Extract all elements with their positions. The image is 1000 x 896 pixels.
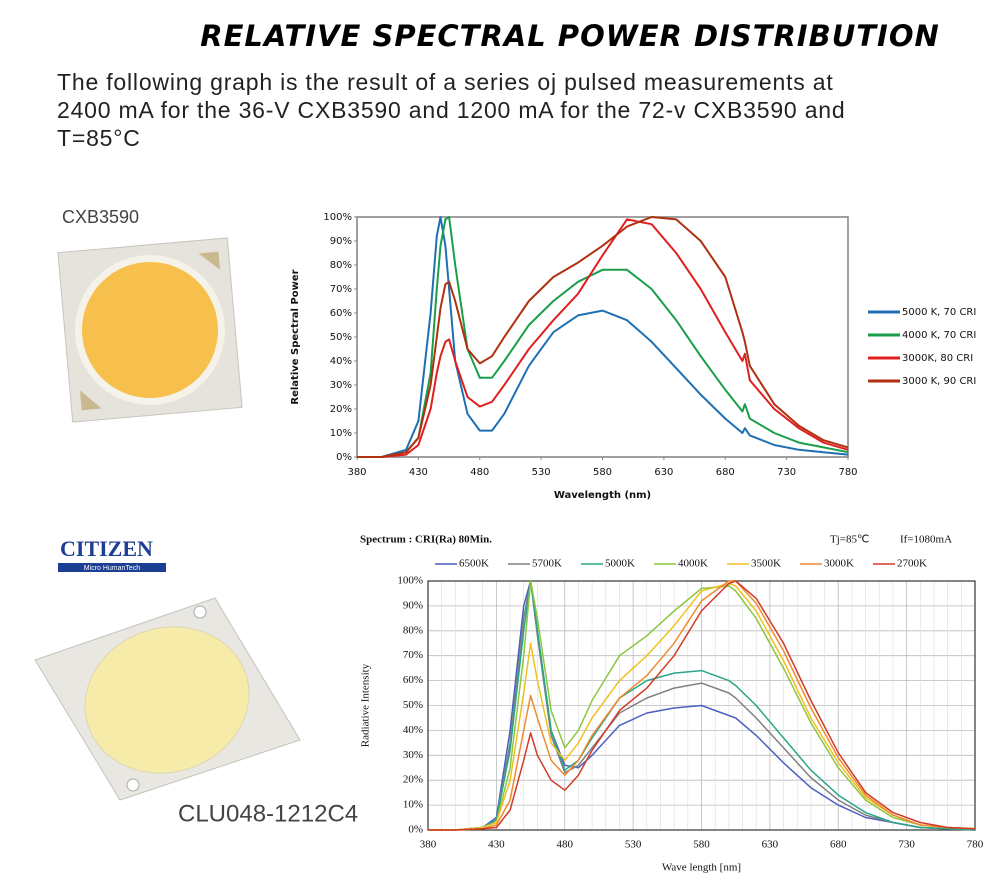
series-line [357, 216, 849, 458]
chart-title: Spectrum : CRI(Ra) 80Min. [360, 534, 492, 546]
series-line [357, 216, 849, 458]
y-tick-label: 10% [403, 799, 423, 811]
series-line [428, 580, 976, 831]
x-tick-label: 730 [898, 839, 915, 851]
x-axis-label: Wave length [nm] [662, 862, 741, 874]
description-line: 2400 mA for the 36-V CXB3590 and 1200 mA… [57, 97, 845, 123]
led-phosphor [82, 262, 218, 398]
x-tick-label: 480 [557, 839, 574, 851]
x-tick-label: 530 [532, 467, 551, 478]
product-label: CXB3590 [62, 207, 139, 227]
x-tick-label: 580 [593, 467, 612, 478]
y-tick-label: 60% [330, 308, 352, 319]
y-tick-label: 70% [403, 649, 423, 661]
y-tick-label: 0% [408, 824, 423, 836]
y-tick-label: 30% [403, 749, 423, 761]
brand-tagline: Micro HumanTech [84, 565, 141, 572]
series-line [428, 582, 976, 831]
legend-label: 3000K [824, 558, 854, 570]
series-line [428, 580, 976, 831]
annotation: Tj=85℃ [830, 534, 869, 546]
led-hole [193, 605, 207, 619]
series-line [428, 580, 976, 831]
x-tick-label: 630 [762, 839, 779, 851]
x-tick-label: 730 [777, 467, 796, 478]
series-line [428, 580, 976, 831]
y-tick-label: 40% [330, 356, 352, 367]
description-line: The following graph is the result of a s… [57, 69, 834, 95]
x-tick-label: 780 [967, 839, 984, 851]
legend-label: 4000 K, 70 CRI [902, 330, 976, 341]
x-tick-label: 680 [830, 839, 847, 851]
led-pad [79, 390, 102, 411]
x-tick-label: 480 [470, 467, 489, 478]
x-tick-label: 530 [625, 839, 642, 851]
series-line [428, 580, 976, 831]
brand-bar [58, 563, 166, 572]
x-axis-label: Wavelength (nm) [554, 490, 651, 501]
x-tick-label: 380 [420, 839, 437, 851]
brand: CITIZEN [60, 536, 153, 561]
led-pad [198, 251, 221, 270]
legend-label: 4000K [678, 558, 708, 570]
led-cxb [57, 237, 243, 423]
y-axis-label: Radiative Intensity [360, 663, 372, 747]
series-line [428, 580, 976, 831]
legend-label: 6500K [459, 558, 489, 570]
y-tick-label: 20% [403, 774, 423, 786]
y-tick-label: 90% [403, 599, 423, 611]
y-tick-label: 100% [323, 212, 352, 223]
x-tick-label: 580 [693, 839, 710, 851]
y-tick-label: 60% [403, 674, 423, 686]
legend-label: 3000K, 80 CRI [902, 353, 973, 364]
y-tick-label: 80% [330, 260, 352, 271]
y-tick-label: 40% [403, 724, 423, 736]
x-tick-label: 430 [409, 467, 428, 478]
x-tick-label: 680 [716, 467, 735, 478]
led-hole [126, 778, 140, 792]
y-tick-label: 10% [330, 428, 352, 439]
x-tick-label: 780 [838, 467, 857, 478]
product-label: CLU048-1212C4 [178, 800, 358, 827]
legend-label: 3000 K, 90 CRI [902, 376, 976, 387]
legend-label: 2700K [897, 558, 927, 570]
series-line [357, 218, 849, 458]
x-tick-label: 630 [654, 467, 673, 478]
y-tick-label: 70% [330, 284, 352, 295]
y-axis-label: Relative Spectral Power [290, 269, 301, 404]
y-tick-label: 30% [330, 380, 352, 391]
legend-label: 5700K [532, 558, 562, 570]
legend-label: 5000 K, 70 CRI [902, 307, 976, 318]
y-tick-label: 20% [330, 404, 352, 415]
y-tick-label: 50% [330, 332, 352, 343]
plot-frame [356, 216, 849, 458]
annotation: If=1080mA [900, 534, 952, 546]
page-title: RELATIVE SPECTRAL POWER DISTRIBUTION [200, 19, 940, 53]
y-tick-label: 80% [403, 624, 423, 636]
y-tick-label: 90% [330, 236, 352, 247]
plot-frame [427, 580, 976, 831]
x-tick-label: 380 [347, 467, 366, 478]
legend-label: 5000K [605, 558, 635, 570]
description-line: T=85°C [57, 125, 141, 151]
legend-label: 3500K [751, 558, 781, 570]
series-line [357, 216, 849, 458]
led-citizen [34, 597, 301, 801]
led-phosphor [84, 626, 250, 774]
y-tick-label: 50% [403, 699, 423, 711]
y-tick-label: 0% [336, 452, 352, 463]
y-tick-label: 100% [397, 575, 423, 587]
x-tick-label: 430 [488, 839, 505, 851]
